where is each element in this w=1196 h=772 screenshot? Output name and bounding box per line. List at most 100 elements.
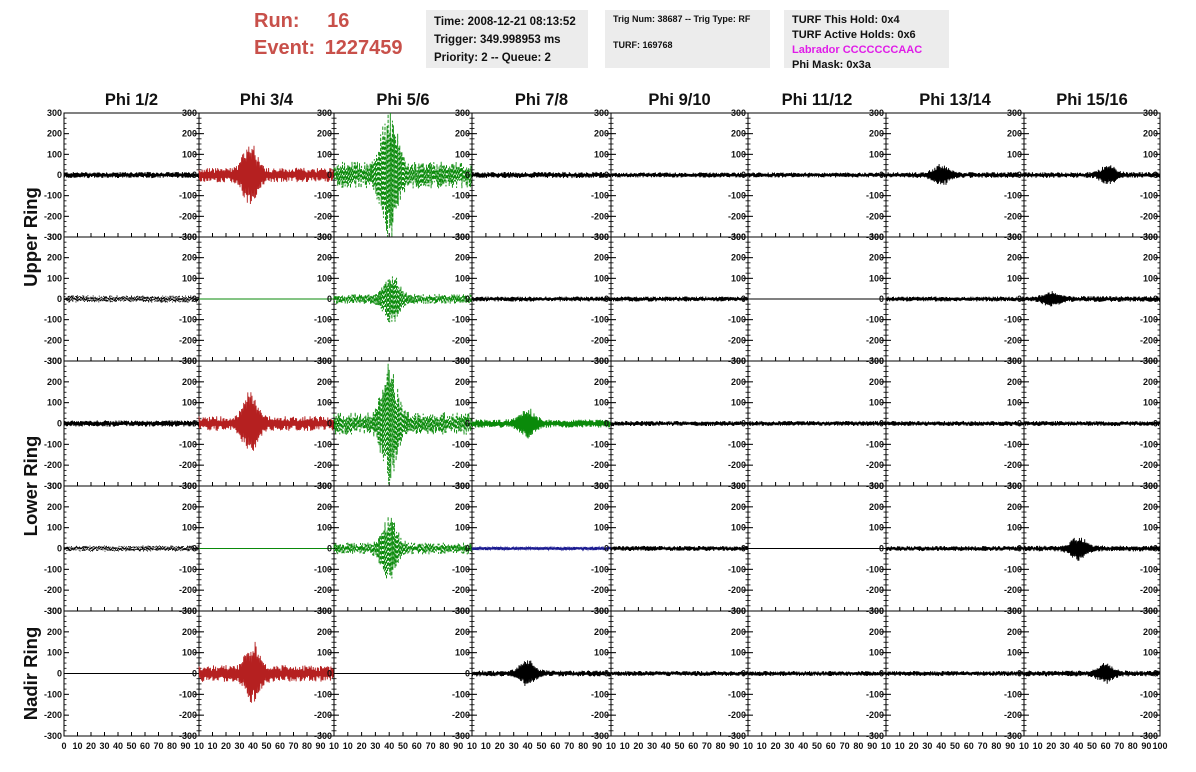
y-tick-label: 0 [327, 669, 332, 679]
x-tick-label: 60 [550, 741, 560, 751]
y-tick-label: 0 [1017, 544, 1022, 554]
row-title: Lower Ring [20, 436, 41, 537]
y-tick-label: -100 [1004, 315, 1022, 325]
y-tick-label: 200 [731, 377, 746, 387]
y-tick-label: 200 [317, 502, 332, 512]
waveform-trace [747, 172, 887, 178]
waveform-trace [1023, 291, 1161, 307]
turf-line: TURF: 169768 [613, 40, 673, 50]
y-tick-label: 300 [1143, 232, 1158, 242]
y-tick-label: 300 [594, 606, 609, 616]
y-tick-label: -100 [728, 439, 746, 449]
y-tick-label: -100 [179, 191, 197, 201]
y-tick-label: -100 [314, 191, 332, 201]
y-tick-label: 300 [455, 356, 470, 366]
y-tick-label: -200 [314, 460, 332, 470]
waveform-trace [471, 296, 612, 302]
y-tick-label: -200 [452, 211, 470, 221]
row-title: Upper Ring [20, 187, 41, 287]
y-tick-label: -200 [452, 460, 470, 470]
x-tick-label: 20 [909, 741, 919, 751]
x-tick-label: 90 [180, 741, 190, 751]
y-tick-label: 0 [57, 170, 62, 180]
waveform-trace [198, 641, 335, 703]
waveform-trace [471, 408, 612, 439]
event-value: 1227459 [324, 37, 403, 59]
y-tick-label: -200 [591, 710, 609, 720]
y-tick-label: 100 [1143, 523, 1158, 533]
y-tick-label: -100 [314, 689, 332, 699]
y-tick-label: 100 [47, 149, 62, 159]
y-tick-label: -100 [314, 564, 332, 574]
y-tick-label: 300 [182, 481, 197, 491]
y-tick-label: 300 [47, 232, 62, 242]
y-tick-label: 200 [731, 502, 746, 512]
y-tick-label: 300 [731, 356, 746, 366]
y-tick-label: 300 [1007, 481, 1022, 491]
phi-mask-line: Phi Mask: 0x3a [792, 59, 871, 71]
y-tick-label: 0 [465, 170, 470, 180]
y-tick-label: 200 [47, 129, 62, 139]
y-tick-label: 200 [1143, 377, 1158, 387]
waveform-trace [198, 145, 335, 205]
y-tick-label: 0 [604, 170, 609, 180]
y-tick-label: 200 [182, 129, 197, 139]
y-tick-label: 100 [869, 398, 884, 408]
y-tick-label: -100 [591, 564, 609, 574]
y-tick-label: 200 [594, 129, 609, 139]
y-tick-label: -200 [1004, 585, 1022, 595]
y-tick-label: 200 [317, 377, 332, 387]
y-tick-label: 200 [869, 129, 884, 139]
y-tick-label: -200 [179, 211, 197, 221]
waveform-trace [63, 171, 200, 179]
y-tick-label: 300 [1007, 232, 1022, 242]
x-tick-label: 80 [1128, 741, 1138, 751]
y-tick-label: 0 [879, 544, 884, 554]
y-tick-label: 200 [869, 502, 884, 512]
y-tick-label: -100 [452, 439, 470, 449]
y-tick-label: -200 [1140, 211, 1158, 221]
y-tick-label: 200 [182, 253, 197, 263]
x-tick-label: 10 [72, 741, 82, 751]
y-tick-label: -300 [452, 731, 470, 741]
y-tick-label: -200 [1140, 460, 1158, 470]
x-tick-label: 40 [384, 741, 394, 751]
waveform-trace [885, 670, 1025, 677]
y-tick-label: -100 [452, 689, 470, 699]
y-tick-label: -200 [452, 710, 470, 720]
y-tick-label: 100 [1007, 273, 1022, 283]
y-tick-label: 200 [455, 129, 470, 139]
waveform-trace [747, 420, 887, 427]
y-tick-label: 100 [455, 648, 470, 658]
y-tick-label: 100 [317, 149, 332, 159]
y-tick-label: 200 [455, 377, 470, 387]
y-tick-label: 200 [1007, 129, 1022, 139]
x-tick-label: 40 [523, 741, 533, 751]
y-tick-label: -100 [728, 191, 746, 201]
y-tick-label: -200 [1140, 710, 1158, 720]
event-label: Event: [254, 37, 316, 59]
waveform-trace [1023, 662, 1161, 684]
time-info-panel: Time: 2008-12-21 08:13:52 Trigger: 349.9… [426, 10, 588, 68]
y-tick-label: 300 [47, 108, 62, 118]
x-tick-label: 20 [1046, 741, 1056, 751]
y-tick-label: -100 [591, 689, 609, 699]
waveform-trace [333, 112, 473, 238]
x-tick-label: 90 [729, 741, 739, 751]
y-tick-label: 200 [731, 627, 746, 637]
x-tick-label: 70 [840, 741, 850, 751]
y-tick-label: 100 [47, 273, 62, 283]
y-tick-label: 300 [182, 606, 197, 616]
y-tick-label: 300 [47, 606, 62, 616]
y-tick-label: -200 [866, 211, 884, 221]
y-tick-label: -100 [1004, 564, 1022, 574]
column-title: Phi 1/2 [105, 91, 158, 109]
y-tick-label: 300 [869, 481, 884, 491]
y-tick-label: 200 [47, 377, 62, 387]
y-tick-label: 300 [869, 232, 884, 242]
waveform-trace [471, 171, 612, 179]
y-tick-label: 300 [455, 232, 470, 242]
y-tick-label: 300 [455, 481, 470, 491]
x-tick-label: 10 [881, 741, 891, 751]
x-tick-label: 20 [86, 741, 96, 751]
